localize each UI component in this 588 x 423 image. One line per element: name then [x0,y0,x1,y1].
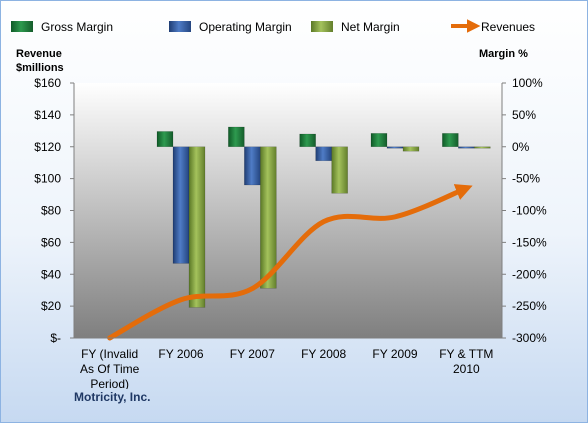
legend-item-revenues: Revenues [451,19,535,34]
bar-operating-margin [172,146,190,264]
revenues-line [107,184,473,341]
left-tick-label: $100 [34,172,61,186]
bar-operating-margin [458,146,475,149]
left-tick-label: $160 [34,76,61,90]
bar-operating-margin [244,146,261,186]
left-tick-label: $140 [34,108,61,122]
company-name: Motricity, Inc. [74,390,151,404]
bar-gross-margin [156,131,174,147]
legend-swatch [311,21,333,32]
right-tick-label: -150% [512,235,547,249]
bar-gross-margin [228,126,245,148]
bar-net-margin [331,146,348,194]
left-tick-label: $120 [34,140,61,154]
bar-net-margin [474,146,491,149]
left-axis-title: $millions [16,62,64,74]
bar-gross-margin [299,133,316,147]
bar-net-margin [402,146,420,152]
right-tick-label: -200% [512,267,547,281]
left-tick-label: $80 [41,204,61,218]
right-axis-title: Margin % [479,48,528,60]
legend-swatch [169,21,191,32]
right-tick-label: -300% [512,331,547,345]
legend-item-net-margin: Net Margin [311,20,400,34]
category-label: FY 2009 [372,347,417,361]
bar-operating-margin [315,146,332,162]
legend-label: Net Margin [341,20,400,34]
bar-operating-margin [386,146,404,149]
chart-legend: Gross Margin Operating Margin Net Margin Re… [11,19,535,34]
right-tick-label: 50% [512,108,536,122]
bar-net-margin [260,146,277,289]
right-tick-label: -100% [512,204,547,218]
left-tick-label: $60 [41,235,61,249]
category-label: FY 2006 [158,347,203,361]
category-label: FY 2008 [301,347,346,361]
left-axis-title: Revenue [16,48,62,60]
legend-swatch [11,21,33,32]
margin-revenue-chart: Gross Margin Operating Margin Net Margin Re… [11,19,547,391]
right-tick-label: -50% [512,172,540,186]
bar-net-margin [188,146,206,308]
legend-item-operating-margin: Operating Margin [169,20,292,34]
left-tick-label: $20 [41,299,61,313]
right-tick-label: -250% [512,299,547,313]
legend-label: Revenues [481,20,535,34]
legend-label: Operating Margin [199,20,292,34]
legend-item-gross-margin: Gross Margin [11,20,113,34]
legend-label: Gross Margin [41,20,113,34]
category-label: FY & TTM 2010 [439,347,493,376]
bar-gross-margin [370,133,388,148]
plot-area [74,83,502,338]
category-label: FY 2007 [230,347,275,361]
category-label: FY (Invalid As Of Time Period) [80,347,140,389]
right-tick-label: 100% [512,76,543,90]
right-tick-label: 0% [512,140,530,154]
left-tick-label: $- [50,331,61,345]
left-tick-label: $40 [41,267,61,281]
bar-gross-margin [442,133,459,148]
